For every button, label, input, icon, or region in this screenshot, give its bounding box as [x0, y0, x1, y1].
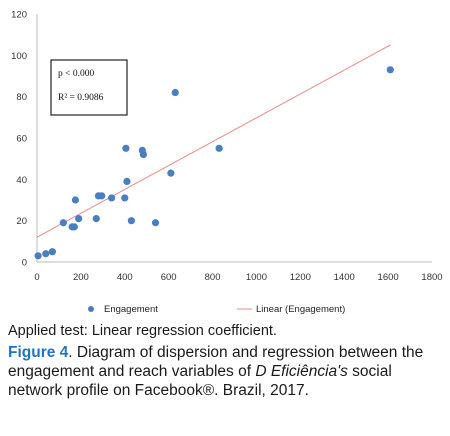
figure-text-italic: D Eficiência's [255, 363, 348, 380]
data-point [70, 223, 78, 231]
scatter-chart: 0 20 40 60 80 100 120 0 200 400 600 800 1000 1200 140… [11, 10, 442, 316]
x-tick-labels: 0 200 400 600 800 1000 1200 1400 1600 1800 [34, 272, 442, 283]
data-point [127, 217, 135, 225]
x-tick-label: 600 [161, 272, 177, 283]
x-tick-label: 1000 [246, 272, 267, 283]
data-point [167, 169, 175, 177]
y-tick-label: 0 [22, 258, 27, 269]
data-point [123, 177, 131, 185]
p-value-label: p < 0.000 [58, 69, 94, 79]
figure-caption: Figure 4. Diagram of dispersion and regr… [8, 343, 444, 400]
legend-label-linear: Linear (Engagement) [256, 304, 345, 315]
x-tick-label: 400 [117, 272, 133, 283]
figure-text-2: social network profile on Facebook®. Bra… [8, 363, 392, 399]
data-point [92, 215, 100, 223]
data-point [42, 250, 50, 258]
figure-label: Figure 4 [8, 344, 69, 361]
y-tick-labels: 0 20 40 60 80 100 120 [11, 10, 27, 269]
y-tick-label: 60 [16, 134, 27, 145]
data-point [121, 194, 129, 202]
x-tick-label: 0 [34, 272, 39, 283]
trendline [36, 44, 391, 238]
y-tick-label: 80 [16, 92, 27, 103]
data-point [108, 194, 116, 202]
legend-marker-engagement [88, 306, 94, 312]
data-point [139, 150, 148, 159]
data-point [48, 248, 56, 256]
data-point [151, 219, 160, 227]
stats-box-frame [50, 59, 128, 116]
data-point [59, 219, 67, 227]
x-tick-label: 1800 [421, 272, 442, 283]
x-tick-label: 1600 [378, 272, 399, 283]
data-point [386, 66, 394, 74]
data-point [122, 144, 130, 152]
x-tick-label: 200 [73, 272, 89, 283]
legend: Engagement Linear (Engagement) [88, 304, 345, 315]
x-tick-label: 1400 [334, 272, 355, 283]
data-points [34, 66, 394, 260]
legend-label-engagement: Engagement [104, 304, 158, 315]
y-tick-label: 100 [11, 51, 27, 62]
y-tick-label: 120 [11, 10, 27, 21]
data-point [215, 144, 223, 152]
x-tick-label: 800 [205, 272, 221, 283]
x-tick-label: 1200 [290, 272, 311, 283]
data-point [71, 196, 80, 204]
figure-text-1: . Diagram of dispersion and regression b… [8, 344, 424, 380]
stats-box: p < 0.000 R² = 0.9086 [50, 59, 128, 116]
data-point [171, 88, 179, 97]
applied-test-note: Applied test: Linear regression coeffici… [8, 323, 277, 339]
data-point [98, 192, 106, 200]
data-point [75, 215, 83, 223]
r-squared-label: R² = 0.9086 [58, 93, 104, 103]
y-tick-label: 20 [16, 216, 27, 227]
y-tick-label: 40 [16, 175, 27, 186]
data-point [34, 252, 42, 260]
plot-area: 0 20 40 60 80 100 120 0 200 400 600 800 1000 1200 140… [11, 10, 442, 284]
